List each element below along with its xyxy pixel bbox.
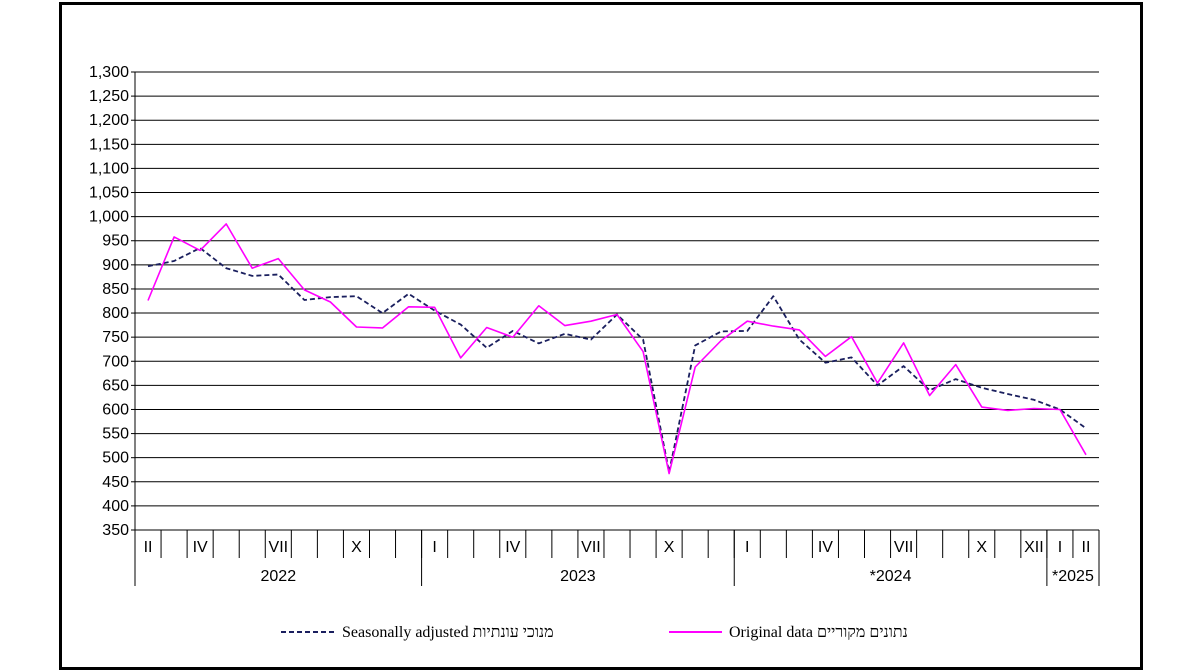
gridlines [135,71,1099,531]
y-tick-label: 350 [102,522,129,539]
x-month-label: X [664,539,675,556]
y-tick-label: 400 [102,498,129,515]
x-month-label: IV [193,539,208,556]
x-month-label: VII [894,539,914,556]
chart-frame: 350 400 450 500 550 600 650 700 750 800 850 900 950 1… [59,2,1143,670]
x-month-label: IV [505,539,520,556]
x-month-label: X [351,539,362,556]
x-year-label: 2022 [261,568,297,585]
y-tick-label: 1,150 [89,136,129,153]
y-tick-label: 900 [102,257,129,274]
y-tick-label: 800 [102,305,129,322]
y-tick-label: 950 [102,233,129,250]
y-tick-label: 1,050 [89,185,129,202]
y-tick-label: 850 [102,281,129,298]
x-month-label: IV [818,539,833,556]
x-month-label: I [745,539,749,556]
series-seasonally-adjusted-line [147,247,1087,474]
x-month-label: X [976,539,987,556]
y-tick-label: 1,000 [89,209,129,226]
y-tick-label: 700 [102,353,129,370]
y-tick-label: 1,100 [89,160,129,177]
y-tick-label: 1,250 [89,88,129,105]
x-month-label: I [1058,539,1062,556]
y-tick-label: 1,300 [89,64,129,81]
series-original-data-line [147,223,1087,475]
legend-original-label: Original data נתונים מקוריים [729,624,908,641]
legend: Seasonally adjusted מנוכי עונתיות Origin… [281,624,908,641]
line-chart: 350 400 450 500 550 600 650 700 750 800 850 900 950 1… [89,64,1100,641]
legend-seasonal-label: Seasonally adjusted מנוכי עונתיות [342,624,554,641]
x-month-label: VII [269,539,289,556]
y-tick-label: 650 [102,377,129,394]
x-year-label: *2024 [870,568,912,585]
x-year-label: *2025 [1052,568,1094,585]
y-tick-label: 1,200 [89,112,129,129]
x-month-label: II [1082,539,1091,556]
y-tick-label: 450 [102,474,129,491]
x-year-label: 2023 [560,568,596,585]
y-tick-label: 550 [102,426,129,443]
x-month-label: II [144,539,153,556]
x-month-label: VII [581,539,601,556]
x-month-label: XII [1024,539,1044,556]
x-month-label: I [432,539,436,556]
y-tick-label: 500 [102,450,129,467]
y-axis: 350 400 450 500 550 600 650 700 750 800 850 900 950 1… [89,64,136,539]
y-tick-label: 750 [102,329,129,346]
y-tick-label: 600 [102,401,129,418]
series-lines [147,223,1087,475]
